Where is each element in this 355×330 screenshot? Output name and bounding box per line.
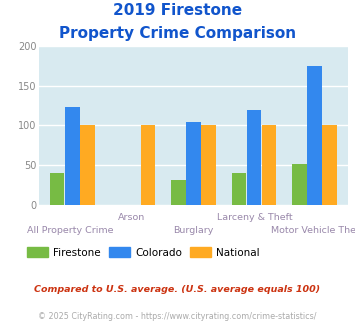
- Text: Larceny & Theft: Larceny & Theft: [217, 213, 293, 222]
- Text: © 2025 CityRating.com - https://www.cityrating.com/crime-statistics/: © 2025 CityRating.com - https://www.city…: [38, 312, 317, 321]
- Bar: [322, 125, 337, 205]
- Bar: [262, 125, 277, 205]
- Bar: [292, 164, 307, 205]
- Bar: [231, 173, 246, 205]
- Bar: [50, 173, 65, 205]
- Text: Compared to U.S. average. (U.S. average equals 100): Compared to U.S. average. (U.S. average …: [34, 285, 321, 294]
- Text: All Property Crime: All Property Crime: [27, 226, 113, 235]
- Bar: [247, 110, 261, 205]
- Text: Motor Vehicle Theft: Motor Vehicle Theft: [271, 226, 355, 235]
- Text: 2019 Firestone: 2019 Firestone: [113, 3, 242, 18]
- Bar: [171, 180, 186, 205]
- Legend: Firestone, Colorado, National: Firestone, Colorado, National: [23, 243, 264, 262]
- Bar: [201, 125, 216, 205]
- Bar: [141, 125, 155, 205]
- Text: Arson: Arson: [118, 213, 145, 222]
- Bar: [65, 107, 80, 205]
- Bar: [80, 125, 95, 205]
- Text: Burglary: Burglary: [173, 226, 214, 235]
- Bar: [307, 66, 322, 205]
- Bar: [186, 122, 201, 205]
- Text: Property Crime Comparison: Property Crime Comparison: [59, 26, 296, 41]
